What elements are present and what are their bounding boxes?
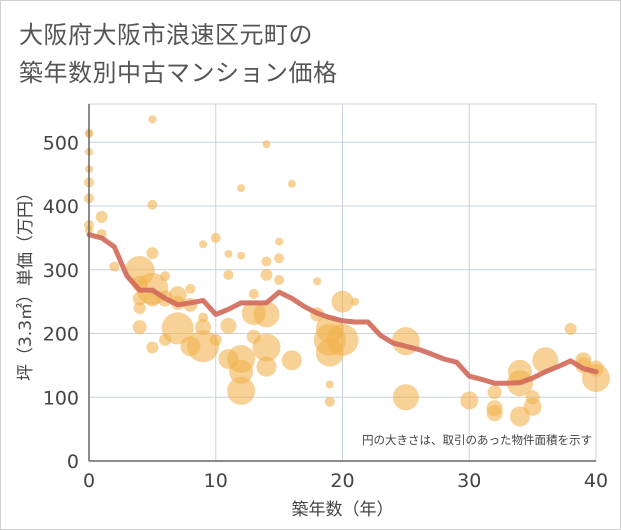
bubble-point [237,184,246,193]
bubble-point [95,210,108,223]
bubble-point [324,396,335,407]
bubble-point [261,256,272,267]
bubble-point [351,297,360,306]
bubble-point [392,384,419,411]
bubble-point [146,341,159,354]
bubble-point [237,251,246,260]
bubble-point [274,253,285,264]
bubble-point [148,115,157,124]
bubble-point [523,397,542,416]
bubble-point [326,323,359,356]
x-tick-label: 40 [584,470,608,492]
bubble-point [274,274,285,285]
bubble-point [275,237,284,246]
x-axis-label: 築年数（年） [292,500,394,520]
bubble-point [223,269,234,280]
bubble-point [161,312,194,345]
bubble-point [331,290,354,313]
bubble-point [160,271,171,282]
bubble-point [224,249,233,258]
bubble-point [109,261,120,272]
x-tick-label: 10 [204,470,228,492]
bubble-point [248,288,259,299]
bubble-point [281,350,302,371]
bubble-point [253,301,280,328]
y-axis-label: 坪（3.3㎡）単価（万円） [16,184,36,381]
bubble-size-note: 円の大きさは、取引のあった物件面積を示す [362,433,592,447]
bubble-point [252,333,281,362]
average-price-line [86,232,599,386]
bubble-point [256,356,277,377]
bubble-point [146,247,159,260]
bubble-point [229,359,254,384]
bubble-point [133,302,146,314]
x-tick-label: 0 [83,470,95,492]
bubble-point [460,391,479,410]
y-tick-label: 0 [67,451,79,473]
bubble-point [487,385,502,400]
bubble-point [260,268,273,281]
bubble-point [564,323,577,336]
bubble-point [147,199,158,210]
y-tick-label: 300 [43,260,79,282]
chart-title-line2: 築年数別中古マンション価格 [19,59,338,87]
bubble-point [132,320,147,335]
bubble-point [313,277,322,286]
bubble-point [262,140,271,149]
bubble-point [325,380,334,389]
y-tick-label: 500 [43,132,79,154]
bubble-point [210,232,221,243]
bubble-point [227,376,256,405]
bubble-point [199,240,208,249]
x-tick-label: 30 [457,470,481,492]
y-tick-label: 100 [43,387,79,409]
bubble-point [220,317,237,334]
x-tick-label: 20 [330,470,354,492]
bubble-point [486,405,503,422]
y-tick-label: 400 [43,196,79,218]
bubble-point [209,333,222,346]
bubble-point [185,283,196,294]
chart-title-line1: 大阪府大阪市浪速区元町の [19,21,313,49]
bubble-point [287,179,296,188]
y-tick-label: 200 [43,324,79,346]
